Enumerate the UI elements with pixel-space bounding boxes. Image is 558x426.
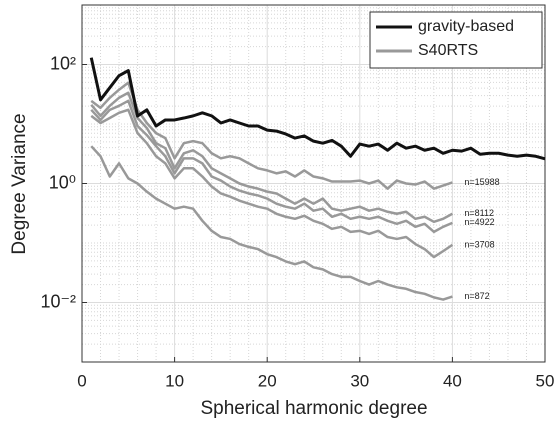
y-tick-label: 10⁻² xyxy=(40,291,76,311)
line-label: n=4922 xyxy=(464,217,494,227)
data-line xyxy=(90,91,453,224)
data-line xyxy=(90,145,453,301)
legend-label: S40RTS xyxy=(418,42,478,59)
x-tick-label: 10 xyxy=(165,371,184,390)
line-label: n=872 xyxy=(464,291,489,301)
y-tick-label: 10² xyxy=(50,53,76,73)
line-label: n=8112 xyxy=(464,208,494,218)
x-tick-label: 50 xyxy=(536,371,555,390)
y-tick-label: 10⁰ xyxy=(49,172,76,192)
data-line xyxy=(90,108,454,259)
y-axis-title: Degree Variance xyxy=(9,113,30,254)
x-axis-title: Spherical harmonic degree xyxy=(200,398,427,419)
x-tick-label: 20 xyxy=(258,371,277,390)
legend-box xyxy=(369,11,543,69)
x-tick-label: 30 xyxy=(350,371,369,390)
data-line xyxy=(89,57,546,161)
x-tick-label: 0 xyxy=(77,371,86,390)
plot-frame xyxy=(81,4,546,363)
line-label: n=15988 xyxy=(464,177,499,187)
x-tick-label: 40 xyxy=(443,371,462,390)
data-line xyxy=(90,81,453,190)
legend-label: gravity-based xyxy=(418,18,514,35)
line-label: n=3708 xyxy=(464,239,494,249)
data-line xyxy=(90,99,453,234)
